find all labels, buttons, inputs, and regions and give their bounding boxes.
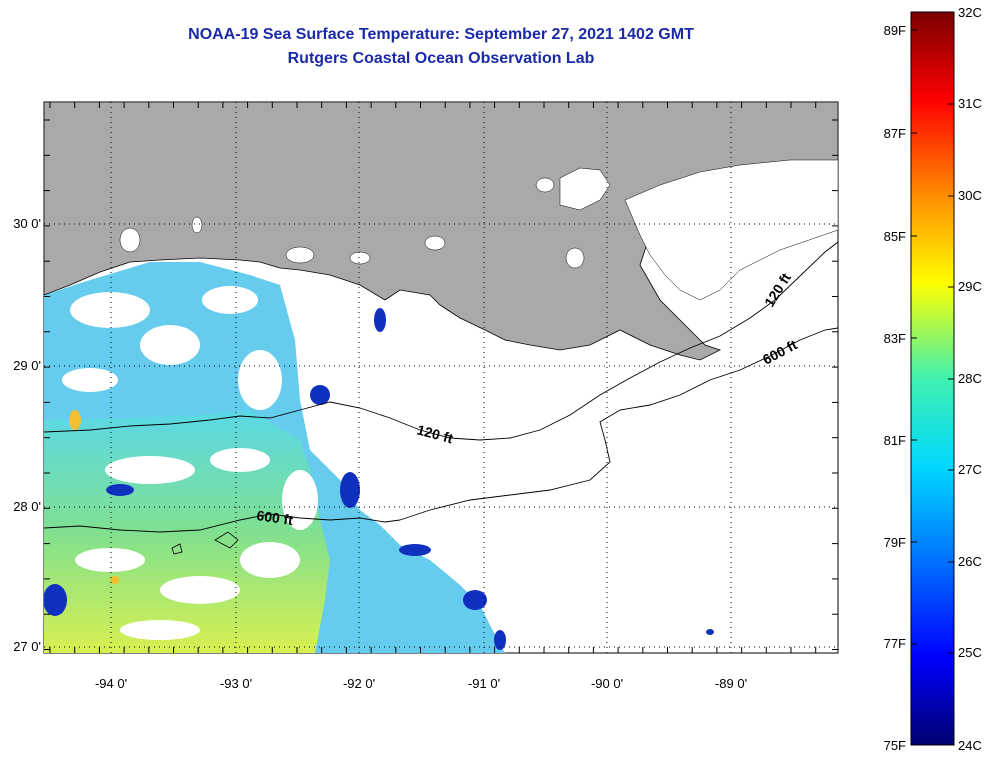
lon-label-91: -91 0' [468,676,500,691]
small-contour [171,531,239,555]
inland-water [119,159,838,301]
sst-field-warm [44,410,330,653]
map-subtitle: Rutgers Coastal Ocean Observation Lab [287,50,595,67]
colorbar-label-79f: 79F [884,535,906,550]
graticule [44,102,838,653]
contour-label-600ft-west: 600 ft [256,507,295,528]
colorbar-label-30c: 30C [958,188,982,203]
cold-patches [44,233,714,650]
colorbar-label-28c: 28C [958,371,982,386]
colorbar-label-75f: 75F [884,738,906,753]
lat-label-28: 28 0' [13,499,41,514]
lat-label-29: 29 0' [13,358,41,373]
colorbar-label-87f: 87F [884,126,906,141]
colorbar [910,11,955,746]
colorbar-label-81f: 81F [884,433,906,448]
contour-120ft-west [44,241,838,441]
contour-600ft-east [399,327,838,521]
colorbar-label-85f: 85F [884,229,906,244]
colorbar-label-26c: 26C [958,554,982,569]
lat-label-27: 27 0' [13,639,41,654]
colorbar-label-31c: 31C [958,96,982,111]
lon-label-89: -89 0' [715,676,747,691]
lon-label-93: -93 0' [220,676,252,691]
map-title: NOAA-19 Sea Surface Temperature: Septemb… [188,26,694,43]
colorbar-label-77f: 77F [884,636,906,651]
colorbar-ticks [911,11,954,746]
colorbar-label-83f: 83F [884,331,906,346]
frame-ticks [44,102,838,653]
lon-label-90: -90 0' [591,676,623,691]
colorbar-label-29c: 29C [958,279,982,294]
lon-label-94: -94 0' [95,676,127,691]
colorbar-label-32c: 32C [958,5,982,20]
colorbar-label-25c: 25C [958,645,982,660]
colorbar-label-27c: 27C [958,462,982,477]
cloud-gaps [62,286,318,640]
lat-label-30: 30 0' [13,216,41,231]
colorbar-label-89f: 89F [884,23,906,38]
colorbar-label-24c: 24C [958,738,982,753]
contour-600ft-west [44,513,401,533]
warm-spots [69,410,120,584]
lon-label-92: -92 0' [343,676,375,691]
